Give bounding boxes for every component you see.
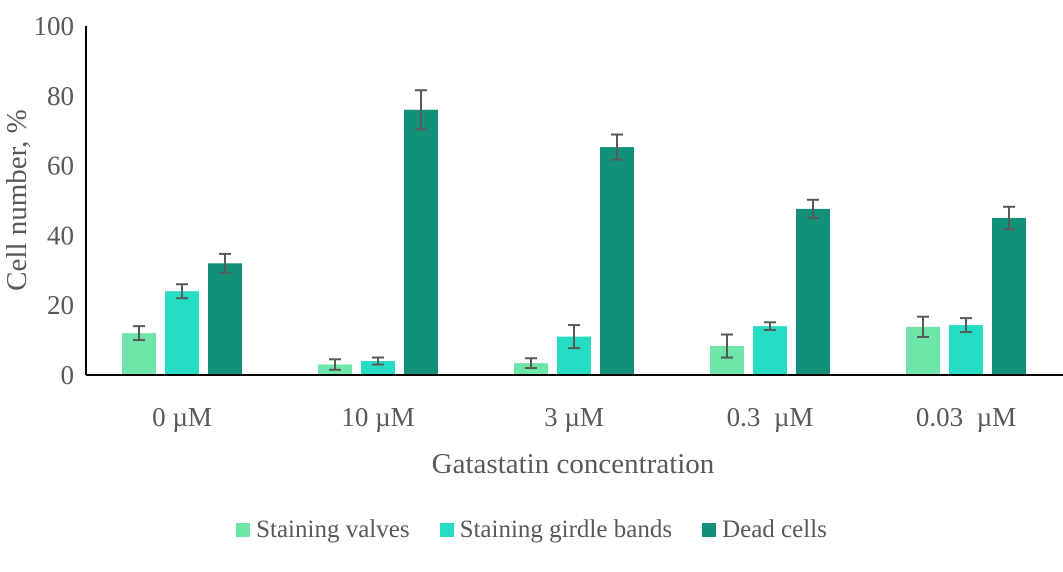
error-bar bbox=[807, 198, 819, 219]
error-bar bbox=[176, 283, 188, 300]
legend-swatch bbox=[439, 523, 454, 537]
bar bbox=[404, 109, 438, 375]
error-bar bbox=[219, 252, 231, 274]
x-axis-title: Gatastatin concentration bbox=[432, 448, 715, 480]
legend-label: Staining valves bbox=[256, 516, 410, 543]
bar bbox=[165, 291, 199, 375]
x-tick-label: 0 µM bbox=[152, 402, 212, 432]
legend-swatch bbox=[236, 523, 251, 537]
y-tick-label: 80 bbox=[47, 81, 74, 111]
y-tick-label: 100 bbox=[34, 11, 75, 41]
x-tick-label: 10 µM bbox=[341, 402, 414, 432]
y-tick-label: 0 bbox=[61, 360, 75, 390]
error-bar bbox=[415, 89, 427, 131]
bar bbox=[949, 325, 983, 375]
y-tick-label: 20 bbox=[47, 290, 74, 320]
x-tick-label: 0.03 µM bbox=[916, 402, 1016, 432]
bars bbox=[122, 109, 1026, 375]
bar bbox=[514, 363, 548, 375]
error-bar bbox=[721, 333, 733, 359]
legend-label: Staining girdle bands bbox=[459, 516, 673, 543]
x-axis-tick-labels: 0 µM 10 µM 3 µM 0.3 µM 0.03 µM bbox=[152, 402, 1016, 432]
error-bar bbox=[917, 315, 929, 338]
bar bbox=[753, 326, 787, 375]
legend-label: Dead cells bbox=[722, 516, 827, 543]
error-bar bbox=[329, 358, 341, 371]
legend-item: Staining valves bbox=[236, 516, 410, 544]
error-bar bbox=[133, 325, 145, 342]
error-bar bbox=[764, 321, 776, 331]
legend-item: Dead cells bbox=[702, 516, 827, 544]
bar bbox=[600, 147, 634, 375]
error-bar bbox=[525, 357, 537, 370]
bar bbox=[361, 361, 395, 375]
error-bar bbox=[372, 356, 384, 366]
error-bar bbox=[568, 324, 580, 350]
y-axis-title: Cell number, % bbox=[1, 109, 33, 291]
error-bar bbox=[1003, 205, 1015, 231]
y-tick-label: 40 bbox=[47, 220, 74, 250]
legend-item: Staining girdle bands bbox=[439, 516, 673, 544]
y-tick-label: 60 bbox=[47, 151, 74, 181]
legend-swatch bbox=[702, 523, 717, 537]
x-tick-label: 0.3 µM bbox=[727, 402, 814, 432]
legend: Staining valves Staining girdle bands Dead… bbox=[0, 516, 1063, 544]
bar bbox=[796, 208, 830, 375]
error-bar bbox=[960, 317, 972, 334]
y-axis-ticks: 0 20 40 60 80 100 bbox=[34, 11, 75, 390]
x-tick-label: 3 µM bbox=[544, 402, 604, 432]
bar bbox=[992, 217, 1026, 375]
error-bars bbox=[133, 89, 1015, 371]
error-bar bbox=[611, 133, 623, 161]
bar bbox=[208, 263, 242, 375]
